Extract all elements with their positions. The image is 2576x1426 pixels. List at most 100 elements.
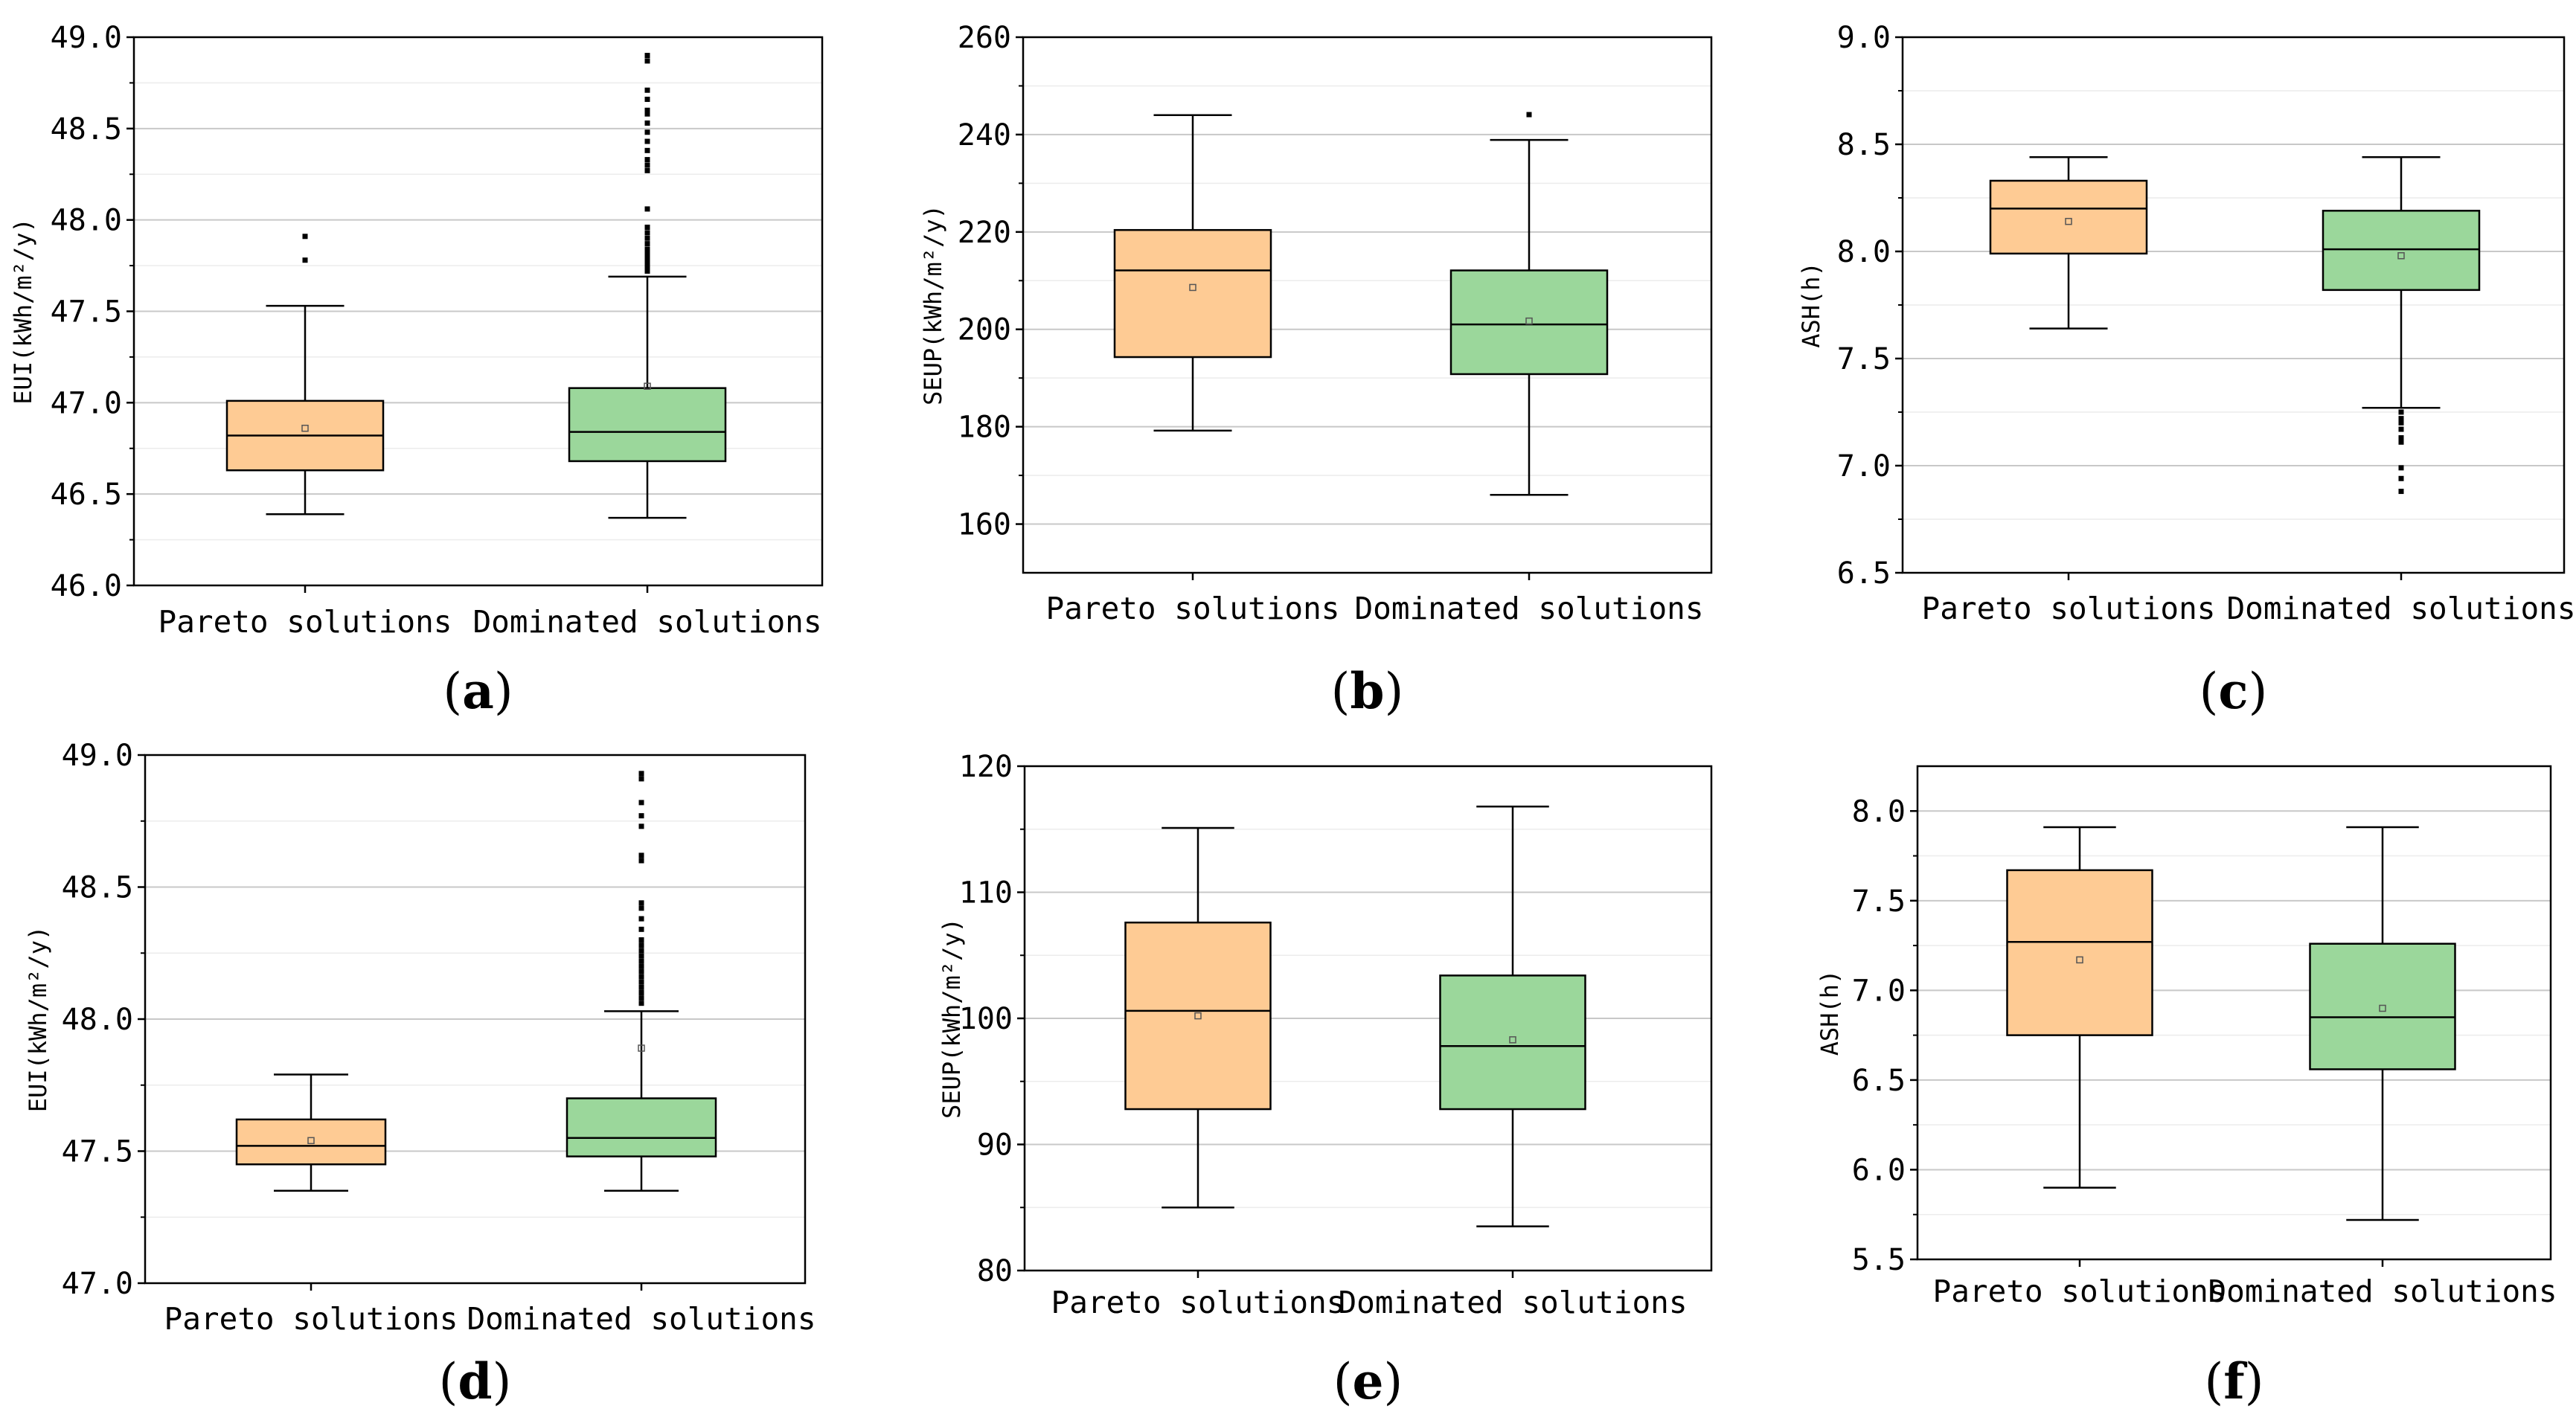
pareto-box	[1989, 156, 2148, 330]
y-tick-label: 49.0	[62, 739, 133, 773]
outlier-point	[638, 963, 644, 969]
iqr-box	[1124, 921, 1272, 1111]
y-tick-label: 240	[958, 118, 1011, 152]
y-axis-title: SEUP(kWh/m²/y)	[938, 918, 966, 1119]
y-tick-label: 47.5	[51, 295, 122, 330]
x-category-label: Pareto solutions	[1046, 591, 1340, 626]
panel-f-ash-subset: 5.5 6.0 6.5 7.0 7.5 8.0 ASH(h) Pareto solutions…	[1816, 765, 2557, 1410]
iqr-box	[568, 387, 727, 463]
y-axis-title: ASH(h)	[1816, 970, 1844, 1056]
x-category-label: Dominated solutions	[467, 1301, 816, 1337]
y-tick-label: 6.5	[1837, 556, 1891, 591]
outlier-point	[638, 942, 644, 948]
y-tick-label: 120	[959, 750, 1013, 784]
y-tick-label: 48.5	[51, 112, 122, 147]
outlier-point	[638, 852, 644, 858]
outlier-point	[638, 1001, 644, 1006]
outlier-point	[302, 257, 308, 263]
iqr-box	[2006, 869, 2153, 1036]
mean-marker	[2397, 252, 2405, 260]
y-tick-label: 200	[958, 313, 1011, 347]
outlier-point	[2398, 426, 2404, 432]
outlier-point	[644, 235, 650, 241]
dominated-box	[2309, 826, 2456, 1221]
y-tick-label: 7.5	[1852, 884, 1906, 919]
outlier-point	[644, 87, 650, 93]
outlier-point	[644, 147, 650, 153]
dominated-box	[568, 53, 727, 519]
y-tick-label: 48.5	[62, 871, 133, 905]
outlier-point	[644, 265, 650, 271]
iqr-box	[1113, 228, 1272, 359]
mean-marker	[2076, 956, 2083, 964]
x-category-label: Dominated solutions	[2227, 591, 2576, 626]
y-tick-label: 49.0	[51, 21, 122, 55]
x-category-label: Pareto solutions	[158, 604, 452, 640]
panel-label: (a)	[443, 662, 513, 720]
mean-marker	[638, 1044, 645, 1052]
iqr-box	[565, 1097, 717, 1157]
outlier-point	[638, 858, 644, 864]
pareto-box	[2006, 826, 2153, 1189]
outlier-point	[644, 53, 650, 59]
pareto-box	[1124, 826, 1272, 1209]
outlier-point	[644, 111, 650, 117]
outlier-point	[638, 995, 644, 1001]
y-tick-label: 46.5	[51, 478, 122, 512]
y-axis-title: ASH(h)	[1797, 262, 1825, 348]
outlier-point	[638, 969, 644, 974]
outlier-point	[638, 948, 644, 954]
outlier-point	[644, 97, 650, 103]
panel-label: (f)	[2205, 1352, 2264, 1410]
outlier-point	[638, 958, 644, 964]
outlier-point	[638, 990, 644, 995]
mean-marker	[2379, 1004, 2386, 1012]
outlier-point	[2398, 435, 2404, 441]
outlier-point	[644, 246, 650, 252]
y-tick-label: 6.0	[1852, 1153, 1906, 1187]
outlier-point	[2398, 489, 2404, 495]
pareto-box	[1113, 114, 1272, 432]
outlier-point	[644, 250, 650, 256]
y-tick-label: 6.5	[1852, 1064, 1906, 1098]
y-tick-label: 47.5	[62, 1135, 133, 1169]
outlier-point	[644, 224, 650, 230]
outlier-point	[638, 916, 644, 922]
outlier-point	[2398, 416, 2404, 422]
x-category-label: Dominated solutions	[473, 604, 822, 640]
y-tick-label: 48.0	[51, 204, 122, 238]
panel-label: (e)	[1333, 1352, 1403, 1410]
panel-label: (b)	[1331, 662, 1404, 720]
iqr-box	[1989, 179, 2148, 255]
outlier-point	[638, 905, 644, 911]
outlier-point	[638, 800, 644, 806]
panel-b-seup-all: 160 180 200 220 240 260 SEUP(kWh/m²/y) Pareto s…	[919, 21, 1713, 720]
outlier-point	[638, 984, 644, 990]
y-tick-label: 48.0	[62, 1003, 133, 1037]
dominated-box	[2322, 156, 2481, 495]
outlier-point	[644, 261, 650, 267]
x-category-label: Pareto solutions	[1933, 1274, 2227, 1309]
y-tick-label: 47.0	[51, 386, 122, 420]
outlier-point	[638, 771, 644, 777]
iqr-box	[2322, 210, 2481, 292]
outlier-point	[644, 138, 650, 144]
outlier-point	[644, 254, 650, 260]
outlier-point	[638, 937, 644, 942]
y-tick-label: 90	[977, 1128, 1013, 1163]
outlier-point	[644, 167, 650, 173]
outlier-point	[644, 241, 650, 247]
y-axis-title: SEUP(kWh/m²/y)	[919, 205, 947, 405]
mean-marker	[301, 424, 309, 432]
y-tick-label: 100	[959, 1002, 1013, 1036]
outlier-point	[638, 974, 644, 980]
outlier-point	[644, 206, 650, 212]
pareto-box	[235, 1073, 387, 1192]
y-tick-label: 7.0	[1837, 449, 1891, 484]
panel-e-seup-subset: 80 90 100 110 120 SEUP(kWh/m²/y) Pareto soluti…	[938, 750, 1713, 1410]
y-tick-label: 160	[958, 508, 1011, 542]
dominated-box	[565, 771, 717, 1192]
x-category-label: Pareto solutions	[164, 1301, 458, 1337]
x-category-label: Pareto solutions	[1922, 591, 2216, 626]
